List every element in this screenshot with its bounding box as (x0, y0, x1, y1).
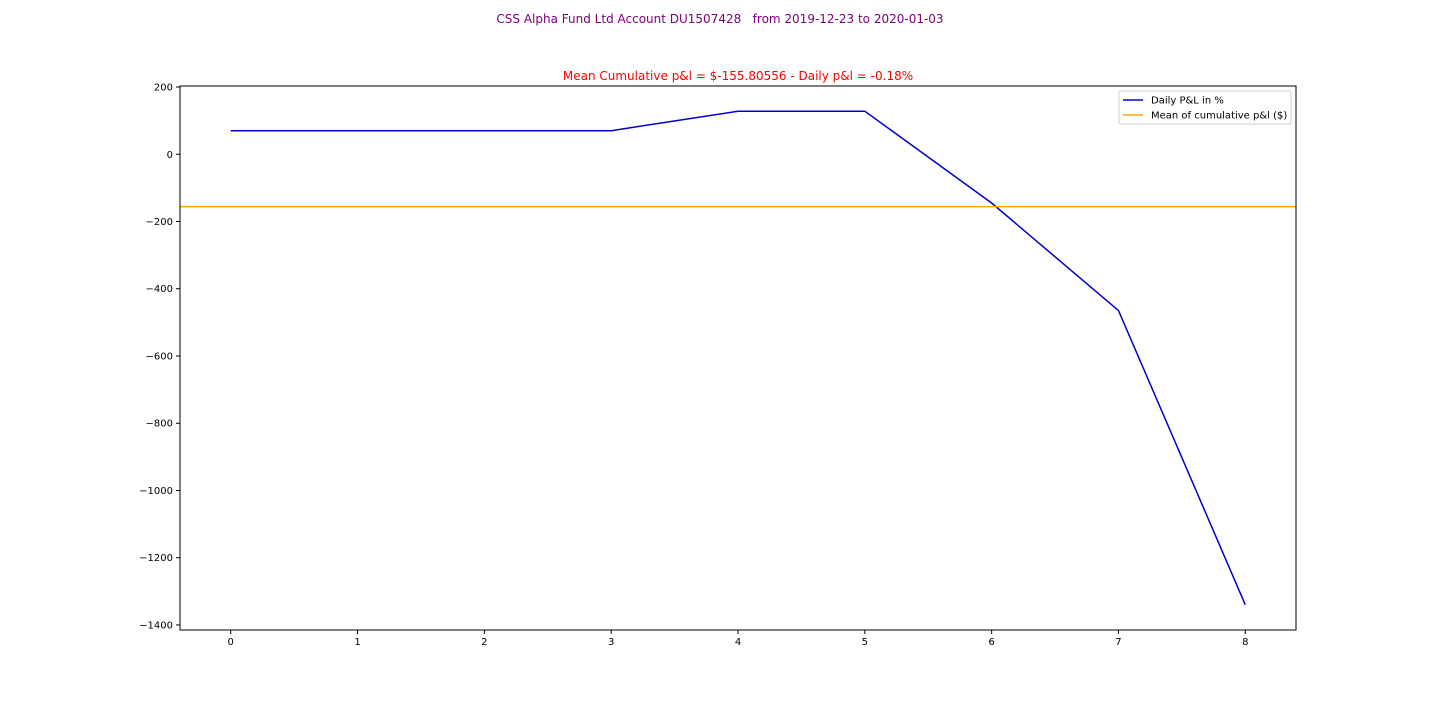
legend-frame (1118, 90, 1292, 125)
y-tick-label: −200 (146, 217, 173, 228)
y-tick-label: 200 (154, 83, 173, 94)
x-tick-label: 6 (988, 637, 994, 648)
y-tick-label: −1400 (139, 620, 173, 631)
y-tick-label: −1200 (139, 553, 173, 564)
y-tick-label: −800 (146, 419, 173, 430)
x-axis: 0 1 2 3 4 5 6 7 8 (228, 630, 1248, 648)
y-tick-label: −400 (146, 284, 173, 295)
figure-suptitle: CSS Alpha Fund Ltd Account DU1507428 fro… (496, 12, 944, 26)
x-tick-label: 7 (1115, 637, 1121, 648)
legend-label: Mean of cumulative p&l ($) (1151, 111, 1287, 122)
y-tick-label: 0 (167, 150, 173, 161)
x-tick-label: 3 (608, 637, 614, 648)
y-tick-label: −600 (146, 351, 173, 362)
x-tick-label: 0 (228, 637, 234, 648)
legend-entry-mean-cumulative-pnl: Mean of cumulative p&l ($) (1123, 111, 1287, 122)
legend: Daily P&L in % Mean of cumulative p&l ($) (1118, 90, 1292, 125)
legend-label: Daily P&L in % (1151, 96, 1224, 107)
y-tick-label: −1000 (139, 486, 173, 497)
x-tick-label: 1 (354, 637, 360, 648)
y-axis: 200 0 −200 −400 −600 −800 −1000 −1200 −1400 (139, 83, 180, 631)
axes-title: Mean Cumulative p&l = $-155.80556 - Dail… (563, 69, 913, 83)
axes-frame (179, 85, 1297, 631)
x-tick-label: 4 (735, 637, 741, 648)
x-tick-label: 2 (481, 637, 487, 648)
x-tick-label: 8 (1242, 637, 1248, 648)
series-line-daily-pnl (230, 110, 1246, 606)
plot-lines (180, 110, 1296, 606)
x-tick-label: 5 (862, 637, 868, 648)
legend-entry-daily-pnl: Daily P&L in % (1123, 96, 1224, 107)
